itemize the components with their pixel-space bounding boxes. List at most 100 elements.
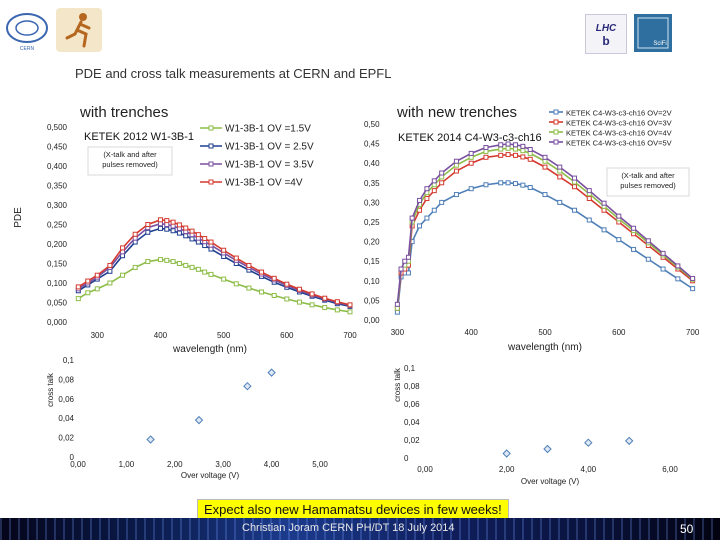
pde-right-data-point (675, 263, 681, 269)
pde-left-data-point (176, 230, 182, 236)
pde-right-ytick-label: 0,45 (364, 140, 380, 149)
pde-left-data-point (164, 218, 170, 224)
xtalk-left-xtick-label: 4,00 (264, 460, 280, 469)
xtalk-left-xtick-label: 0,00 (70, 460, 86, 469)
pde-right-data-point (505, 180, 511, 186)
pde-right-data-point (660, 250, 666, 256)
pde-left-data-point (259, 269, 265, 275)
pde-left-ytick-label: 0,350 (47, 182, 68, 191)
pde-left-ytick-label: 0,050 (47, 299, 68, 308)
pde-left-data-point (246, 262, 252, 268)
pde-left-data-point (284, 281, 290, 287)
xtalk-left-ytick-label: 0,08 (58, 375, 74, 384)
pde-left-data-point (233, 281, 239, 287)
pde-right-data-point (645, 238, 651, 244)
pde-right-data-point (424, 215, 430, 221)
xtalk-right-data-point (584, 438, 593, 447)
pde-left-series-line (77, 219, 351, 306)
pde-left-legend-label: W1-3B-1 OV = 3.5V (225, 160, 314, 171)
page-title: PDE and cross talk measurements at CERN … (75, 66, 392, 81)
xtalk-right-xtick-label: 4,00 (581, 465, 597, 474)
pde-right-data-point (675, 276, 681, 282)
pde-left-data-point (221, 276, 227, 282)
pde-left-ytick-label: 0,000 (47, 318, 68, 327)
announcement-banner: Expect also new Hamamatsu devices in few… (197, 499, 509, 520)
xtalk-right-ylabel: cross talk (393, 367, 402, 402)
pde-left-data-point (334, 307, 340, 313)
pde-left-xtick-label: 400 (154, 331, 168, 340)
pde-left-ytick-label: 0,200 (47, 240, 68, 249)
pde-left-data-point (309, 291, 315, 297)
pde-right-series-line (396, 153, 694, 309)
pde-right-data-point (453, 162, 459, 168)
pde-left-legend-label: W1-3B-1 OV =4V (225, 178, 303, 189)
pde-left-data-point (202, 269, 208, 275)
pde-left-data-point (164, 226, 170, 232)
pde-right-ytick-label: 0,25 (364, 218, 380, 227)
xtalk-left-ytick-label: 0,02 (58, 434, 74, 443)
pde-right-series-line (396, 147, 694, 309)
pde-left-data-point (176, 261, 182, 266)
pde-left-data-point (347, 309, 353, 315)
xtalk-right-ytick-label: 0,02 (404, 436, 420, 445)
pde-right-data-point (424, 195, 430, 201)
pde-left-data-point (233, 255, 239, 261)
pde-left-data-point (170, 259, 176, 265)
pde-right-data-point (631, 225, 637, 231)
xtalk-right-data-point (543, 444, 552, 454)
pde-left-data-point (334, 299, 340, 305)
pde-right-data-point (431, 188, 437, 194)
pde-right-data-point (542, 192, 548, 198)
pde-right-data-point (572, 207, 578, 213)
pde-right-ytick-label: 0,00 (364, 316, 380, 325)
svg-text:b: b (602, 34, 609, 48)
pde-left-data-point (85, 278, 91, 284)
cern-logo: CERN (4, 6, 50, 52)
xtalk-right-xtick-label: 6,00 (662, 465, 678, 474)
xtalk-left-data-point (267, 368, 276, 377)
pde-right-data-point (527, 185, 533, 191)
lhcb-logo: LHC b (585, 14, 627, 54)
pde-left-data-point (296, 299, 302, 305)
pde-right-data-point (431, 178, 437, 184)
pde-left-legend-marker (208, 125, 214, 131)
pde-left-data-point (195, 266, 201, 272)
pde-right-data-point (431, 207, 437, 213)
pde-right-data-point (405, 270, 411, 276)
xtalk-right-xtick-label: 2,00 (499, 465, 515, 474)
pde-right-data-point (542, 164, 548, 170)
pde-right-ytick-label: 0,50 (364, 120, 380, 129)
pde-left-data-point (164, 257, 170, 263)
left-panel-heading: with trenches (80, 104, 169, 121)
pde-right-data-point (586, 195, 592, 201)
pde-left-title: KETEK 2012 W1-3B-1 (84, 131, 194, 143)
pde-right-data-point (557, 168, 563, 174)
pde-right-data-point (405, 254, 411, 260)
pde-left-data-point (202, 236, 208, 242)
svg-text:CERN: CERN (20, 46, 35, 52)
pde-right-data-point (498, 152, 504, 158)
pde-right-xtick-label: 400 (465, 328, 479, 337)
pde-left-data-point (271, 292, 277, 298)
pde-right-ytick-label: 0,30 (364, 198, 380, 207)
xtalk-right-ytick-label: 0,06 (404, 400, 420, 409)
pde-left-data-point (94, 286, 100, 292)
pde-right-ytick-label: 0,05 (364, 296, 380, 305)
runner-logo (56, 8, 102, 52)
pde-right-data-point (527, 146, 533, 152)
pde-right-data-point (586, 217, 592, 223)
pde-right-annotation-box (606, 167, 690, 197)
pde-left-data-point (132, 264, 138, 270)
pde-right-data-point (483, 182, 489, 188)
pde-left-data-point (246, 285, 252, 291)
xtalk-left-xtick-label: 1,00 (119, 460, 135, 469)
pde-right-data-point (572, 184, 578, 190)
scifi-logo: SciFi (634, 14, 672, 52)
pde-left-ytick-label: 0,500 (47, 123, 68, 132)
xtalk-left-xtick-label: 2,00 (167, 460, 183, 469)
pde-right-data-point (394, 309, 400, 315)
pde-right-data-point (483, 145, 489, 151)
pde-left-data-point (170, 228, 176, 234)
pde-right-data-point (601, 207, 607, 213)
